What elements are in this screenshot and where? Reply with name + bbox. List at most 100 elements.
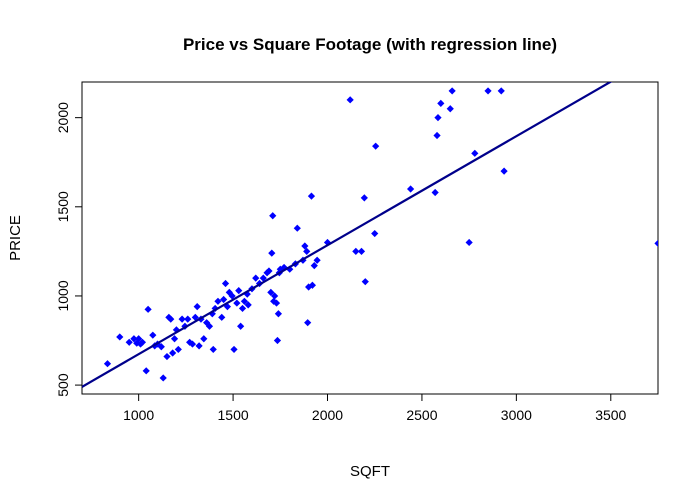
data-point: [372, 142, 380, 150]
data-point: [116, 333, 124, 341]
data-point: [654, 239, 658, 247]
data-point: [361, 278, 369, 286]
data-point: [304, 319, 312, 327]
data-point: [273, 336, 282, 345]
data-point: [165, 313, 173, 321]
data-point: [125, 338, 133, 346]
data-point: [159, 374, 167, 382]
data-point: [269, 212, 277, 220]
data-point: [209, 345, 217, 354]
x-tick-label: 1000: [123, 407, 154, 423]
data-point: [307, 192, 316, 200]
data-point: [484, 87, 492, 95]
data-point: [448, 87, 456, 95]
x-tick-label: 1500: [218, 407, 249, 423]
data-point: [218, 313, 226, 321]
data-point: [437, 99, 445, 107]
data-point: [293, 224, 301, 232]
plot-content: [82, 82, 658, 388]
data-point: [235, 286, 243, 295]
data-point: [357, 247, 366, 255]
regression-line: [82, 82, 613, 388]
data-point: [191, 313, 199, 321]
data-point: [144, 305, 152, 313]
data-point: [186, 338, 194, 346]
data-point: [167, 315, 175, 323]
data-point: [133, 339, 141, 347]
data-point: [346, 96, 354, 104]
data-point: [142, 367, 150, 375]
data-point: [169, 349, 177, 357]
data-point: [446, 105, 454, 113]
x-tick-label: 2500: [406, 407, 437, 423]
data-point: [195, 342, 203, 350]
data-point: [135, 335, 143, 343]
y-tick-label: 1500: [55, 191, 71, 222]
data-point: [267, 288, 275, 296]
data-point: [233, 299, 241, 307]
data-point: [308, 281, 316, 289]
data-point: [280, 263, 288, 272]
data-point: [433, 131, 441, 140]
data-point: [301, 242, 309, 250]
data-point: [193, 303, 201, 311]
data-point: [465, 238, 473, 247]
data-point: [497, 87, 505, 95]
data-point: [263, 269, 271, 277]
data-point: [265, 267, 273, 275]
data-point: [407, 185, 415, 193]
data-point: [228, 292, 236, 300]
data-point: [274, 310, 283, 318]
data-point: [360, 194, 368, 202]
data-point: [188, 340, 197, 348]
y-axis: 500 1000 1500 2000: [55, 102, 83, 397]
data-point: [500, 167, 508, 175]
data-point: [223, 303, 232, 311]
data-point: [230, 345, 238, 354]
data-point: [174, 345, 182, 354]
data-point: [352, 247, 360, 255]
data-point: [286, 265, 294, 273]
data-point: [200, 335, 208, 343]
data-point: [268, 249, 276, 257]
data-point: [184, 315, 192, 323]
data-point: [240, 297, 249, 305]
data-point: [471, 149, 479, 157]
plot-area-frame: [81, 81, 659, 395]
data-point: [163, 352, 171, 361]
data-point: [271, 292, 279, 300]
chart-title: Price vs Square Footage (with regression…: [183, 35, 557, 54]
data-point: [178, 315, 186, 323]
data-point: [310, 262, 318, 270]
data-point: [103, 360, 112, 368]
data-point: [434, 114, 442, 122]
x-axis-label: SQFT: [350, 463, 390, 480]
data-point: [371, 229, 379, 238]
y-tick-label: 500: [55, 373, 71, 397]
data-point: [138, 338, 147, 346]
x-tick-label: 2000: [312, 407, 343, 423]
data-point: [170, 335, 179, 343]
data-point: [276, 265, 284, 273]
y-tick-label: 1000: [55, 280, 71, 311]
data-point: [203, 319, 211, 327]
data-point: [259, 274, 267, 282]
y-tick-label: 2000: [55, 102, 71, 133]
x-axis: 1000 1500 2000 2500 3000 3500: [123, 393, 627, 423]
data-point: [243, 290, 251, 298]
data-point: [238, 304, 247, 313]
data-point: [244, 301, 252, 309]
data-point: [303, 247, 311, 255]
data-points: [103, 87, 658, 382]
data-point: [431, 188, 439, 197]
x-tick-label: 3500: [595, 407, 626, 423]
data-point: [221, 279, 230, 288]
data-point: [130, 335, 138, 343]
data-point: [220, 295, 228, 304]
data-point: [313, 256, 321, 264]
x-tick-label: 3000: [501, 407, 532, 423]
data-point: [205, 322, 214, 330]
y-axis-label: PRICE: [7, 215, 24, 261]
data-point: [252, 274, 260, 282]
